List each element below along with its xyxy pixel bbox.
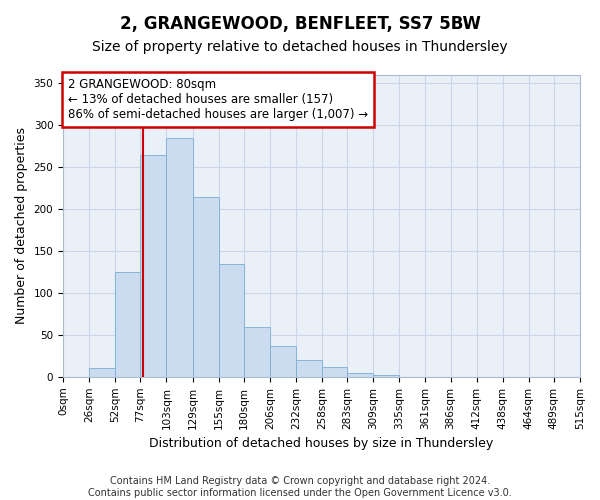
Bar (218, 264, 244, 377)
Bar (296, 360, 322, 377)
Bar (270, 346, 296, 377)
Bar (244, 326, 270, 377)
Text: 2 GRANGEWOOD: 80sqm
← 13% of detached houses are smaller (157)
86% of semi-detac: 2 GRANGEWOOD: 80sqm ← 13% of detached ho… (68, 78, 368, 121)
Bar (166, 138, 193, 377)
X-axis label: Distribution of detached houses by size in Thundersley: Distribution of detached houses by size … (149, 437, 494, 450)
Text: Contains HM Land Registry data © Crown copyright and database right 2024.
Contai: Contains HM Land Registry data © Crown c… (88, 476, 512, 498)
Y-axis label: Number of detached properties: Number of detached properties (15, 128, 28, 324)
Bar (322, 367, 347, 377)
Bar (140, 154, 166, 377)
Bar (115, 272, 140, 377)
Bar (373, 375, 400, 377)
Bar (89, 368, 115, 377)
Bar (347, 372, 373, 377)
Text: Size of property relative to detached houses in Thundersley: Size of property relative to detached ho… (92, 40, 508, 54)
Bar (193, 196, 218, 377)
Text: 2, GRANGEWOOD, BENFLEET, SS7 5BW: 2, GRANGEWOOD, BENFLEET, SS7 5BW (119, 15, 481, 33)
